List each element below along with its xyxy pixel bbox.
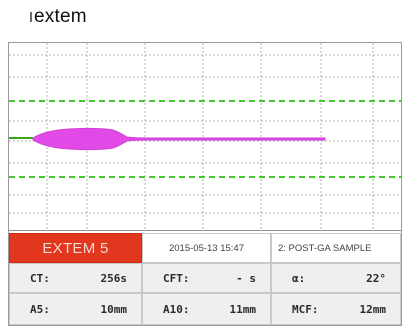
results-header-row: EXTEM 5 2015-05-13 15:47 2: POST-GA SAMP… (9, 233, 401, 263)
timestamp-cell: 2015-05-13 15:47 (142, 233, 271, 263)
ct-label: CT: (30, 271, 50, 285)
results-row-2: A5: 10mm A10: 11mm MCF: 12mm (9, 293, 401, 325)
temogram-svg (9, 43, 401, 231)
alpha-value: 22° (366, 271, 386, 285)
mcf-label: MCF: (292, 302, 319, 316)
test-name-badge: EXTEM 5 (9, 233, 142, 263)
title-marker (30, 12, 32, 22)
ct-value: 256s (100, 271, 128, 285)
sample-cell: 2: POST-GA SAMPLE (271, 233, 401, 263)
threshold-lines (9, 100, 401, 178)
rotem-panel: EXTEM 5 2015-05-13 15:47 2: POST-GA SAMP… (8, 42, 402, 326)
mcf-cell: MCF: 12mm (271, 293, 401, 325)
alpha-cell: α: 22° (271, 263, 401, 293)
a5-value: 10mm (100, 302, 128, 316)
mcf-value: 12mm (359, 302, 387, 316)
alpha-label: α: (292, 271, 306, 285)
a10-label: A10: (163, 302, 190, 316)
results-row-1: CT: 256s CFT: - s α: 22° (9, 263, 401, 293)
temogram-trace (32, 127, 326, 151)
ct-cell: CT: 256s (9, 263, 142, 293)
cft-label: CFT: (163, 271, 190, 285)
a10-value: 11mm (229, 302, 257, 316)
results-table: EXTEM 5 2015-05-13 15:47 2: POST-GA SAMP… (9, 233, 401, 325)
page-title: extem (34, 6, 87, 27)
cft-cell: CFT: - s (142, 263, 271, 293)
cft-value: - s (236, 271, 256, 285)
temogram-plot (9, 43, 401, 231)
a10-cell: A10: 11mm (142, 293, 271, 325)
a5-cell: A5: 10mm (9, 293, 142, 325)
a5-label: A5: (30, 302, 50, 316)
